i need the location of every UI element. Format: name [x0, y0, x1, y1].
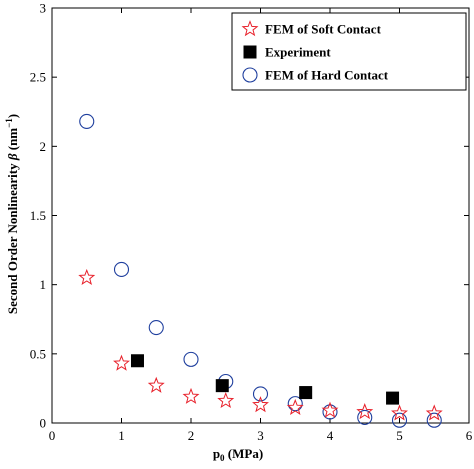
star-data-point: [182, 387, 200, 404]
circle-data-point: [322, 404, 338, 420]
star-data-point: [425, 404, 443, 421]
x-axis-label: p0 (MPa): [213, 446, 263, 463]
circle-data-point: [426, 412, 442, 428]
y-tick-label: 0: [40, 416, 47, 431]
y-tick-label: 1.5: [30, 208, 46, 223]
x-tick-label: 4: [327, 428, 334, 443]
legend: FEM of Soft Contact Experiment FEM of Hard…: [231, 12, 467, 91]
y-axis-label-main: Second Order Nonlinearity: [5, 160, 20, 314]
star-data-point: [391, 404, 408, 421]
y-axis-label-unit-close: ): [5, 114, 20, 118]
circle-data-point: [391, 412, 408, 428]
x-tick-label: 5: [396, 428, 403, 443]
star-data-point: [356, 403, 374, 420]
y-tick-label: 3: [40, 1, 47, 16]
star-data-point: [286, 398, 304, 415]
legend-box: [231, 12, 467, 91]
x-tick-label: 6: [466, 428, 473, 443]
circle-data-point: [113, 261, 130, 278]
x-axis-label-base: p: [213, 446, 220, 461]
y-tick-label: 1: [40, 277, 47, 292]
circle-data-point: [252, 386, 269, 402]
x-tick-label: 0: [49, 428, 56, 443]
legend-entry-label: FEM of Hard Contact: [265, 68, 389, 83]
y-axis-label-beta: β: [5, 153, 20, 161]
circle-data-point: [357, 409, 373, 426]
y-tick-label: 2.5: [30, 70, 46, 85]
y-tick-label: 0.5: [30, 346, 46, 361]
star-data-point: [147, 376, 165, 393]
y-tick-label: 2: [40, 139, 47, 154]
star-data-point: [113, 354, 130, 371]
circle-data-point: [148, 319, 164, 336]
square-data-point: [215, 379, 229, 393]
square-data-point: [386, 391, 400, 405]
legend-square-marker: [243, 45, 257, 59]
star-data-point: [78, 268, 96, 285]
x-tick-label: 2: [188, 428, 195, 443]
star-data-point: [217, 391, 235, 409]
square-data-point: [130, 354, 144, 368]
y-axis-label: Second Order Nonlinearity β (nm−1): [4, 114, 20, 314]
legend-star-marker: [241, 20, 259, 37]
circle-data-point: [183, 351, 199, 367]
y-axis-label-unit-open: (nm: [5, 128, 20, 154]
star-data-point: [321, 401, 339, 418]
plot-area: 0 1 2 3 4 5 6 0 0.5 1 1.5 2 2.5 3: [30, 1, 473, 444]
y-axis-label-unit-sup: −1: [4, 118, 14, 128]
legend-entry-label: Experiment: [265, 45, 331, 60]
legend-circle-marker: [242, 67, 258, 83]
square-data-point: [299, 386, 313, 400]
star-data-point: [252, 396, 269, 413]
x-tick-label: 3: [257, 428, 264, 443]
x-tick-label: 1: [118, 428, 125, 443]
legend-entry-label: FEM of Soft Contact: [265, 22, 382, 37]
circle-data-point: [79, 113, 95, 129]
x-axis-label-rest: (MPa): [225, 446, 264, 461]
x-axis-label-sub: 0: [220, 453, 225, 463]
